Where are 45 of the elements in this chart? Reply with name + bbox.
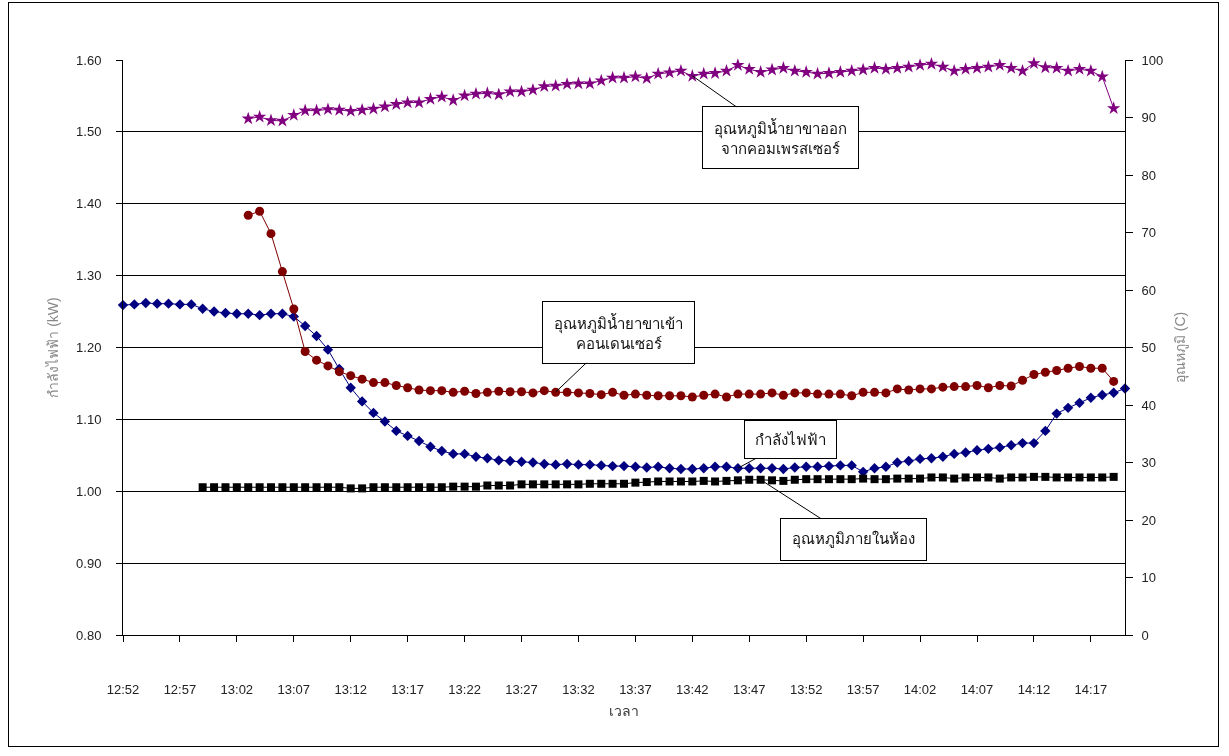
x-tick-label: 13:32	[562, 681, 595, 697]
y2-tick-label: 20	[1141, 512, 1157, 528]
x-tick-label: 13:57	[846, 681, 880, 697]
x-tick-label: 12:52	[106, 681, 140, 697]
y2-tick-label: 10	[1141, 570, 1157, 586]
y2-tick-label: 90	[1141, 110, 1157, 126]
x-tick-label: 13:02	[220, 681, 254, 697]
y-tick-label: 1.30	[76, 268, 102, 284]
y-tick-label: 1.40	[76, 196, 102, 212]
x-tick-label: 13:47	[732, 681, 766, 697]
y2-axis-title: อุณหภูมิ (C)	[1171, 311, 1189, 384]
x-tick-label: 14:07	[960, 681, 994, 697]
x-tick-label: 13:42	[676, 681, 709, 697]
y2-tick-label: 0	[1141, 627, 1149, 643]
annotation: อุณหภูมิน้ำยาขาออก จากคอมเพรสเซอร์	[714, 118, 847, 157]
x-tick-label: 13:07	[277, 681, 311, 697]
x-tick-label: 13:22	[448, 681, 481, 697]
annotation: อุณหภูมิภายในห้อง	[792, 530, 915, 549]
x-tick-label: 13:52	[789, 681, 823, 697]
y2-tick-label: 70	[1141, 225, 1157, 241]
y2-tick-label: 30	[1141, 455, 1157, 471]
annotation: กำลังไฟฟ้า	[755, 431, 826, 448]
y2-tick-label: 80	[1141, 167, 1157, 183]
x-tick-label: 12:57	[163, 681, 197, 697]
x-tick-label: 13:17	[391, 681, 424, 697]
x-tick-label: 13:37	[619, 681, 652, 697]
y-tick-label: 0.90	[76, 555, 102, 571]
annotation: อุณหภูมิน้ำยาขาเข้า คอนเดนเซอร์	[554, 313, 683, 352]
x-tick-label: 13:12	[334, 681, 367, 697]
y2-tick-label: 40	[1141, 397, 1157, 413]
x-tick-label: 14:17	[1074, 681, 1108, 697]
y-tick-label: 1.10	[76, 411, 102, 427]
y2-tick-label: 60	[1141, 282, 1157, 298]
y-tick-label: 0.80	[76, 627, 102, 643]
y-tick-label: 1.00	[76, 483, 102, 499]
y2-tick-label: 100	[1141, 52, 1164, 68]
x-tick-label: 14:02	[903, 681, 937, 697]
x-axis-title: เวลา	[609, 702, 639, 719]
y-tick-label: 1.60	[76, 52, 102, 68]
y-axis-title: กำลังไฟฟ้า (kW)	[44, 297, 61, 398]
y2-tick-label: 50	[1141, 340, 1157, 356]
x-tick-label: 14:12	[1017, 681, 1051, 697]
x-tick-label: 13:27	[505, 681, 538, 697]
y-tick-label: 1.50	[76, 124, 102, 140]
y-tick-label: 1.20	[76, 340, 102, 356]
